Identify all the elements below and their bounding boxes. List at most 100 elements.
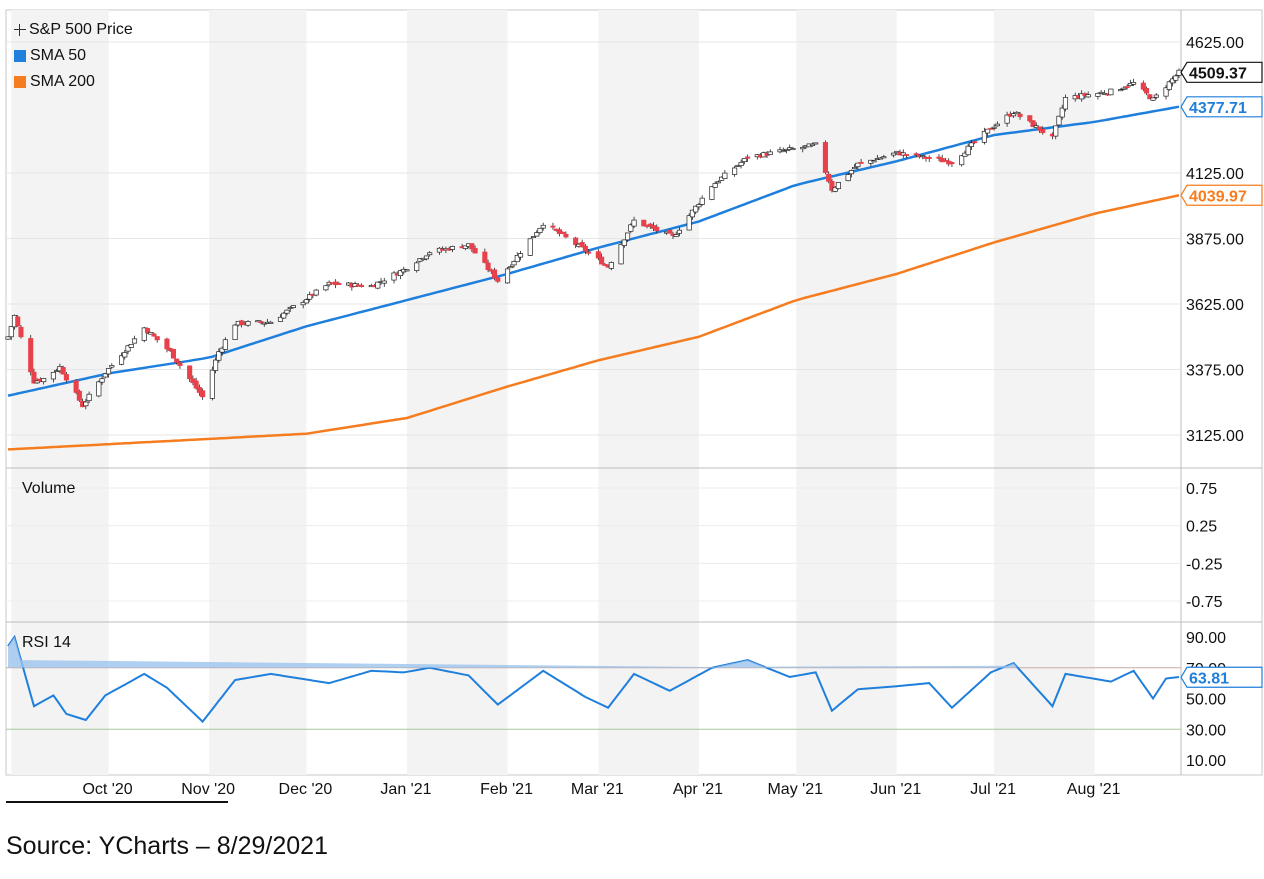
candle-body (625, 232, 631, 241)
candle-body (790, 148, 796, 151)
candle-body (845, 174, 851, 182)
candle-body (60, 367, 66, 375)
candle-body (826, 173, 832, 182)
candle-body (1053, 125, 1059, 137)
candle-body (991, 126, 997, 129)
candle-body (563, 233, 569, 238)
sma50-last-value-frame (1180, 96, 1263, 118)
candle-body (988, 127, 994, 130)
candle-body (1144, 87, 1150, 94)
candle-body (689, 209, 695, 218)
price-last-value: 4509.37 (1189, 65, 1247, 82)
candle-body (621, 239, 627, 246)
stock-chart: 4625.00 4125.00 3875.00 3625.00 3375.00 3125.… (5, 9, 1263, 798)
price-y-tick: 3375.00 (1186, 363, 1244, 380)
candle-body (1173, 75, 1179, 81)
candle-body (170, 348, 176, 359)
volume-panel-title: Volume (22, 480, 76, 497)
candle-body (936, 156, 942, 159)
candle-body (83, 401, 89, 407)
candle-body (745, 156, 751, 159)
price-legend: S&P 500 Price SMA 50 SMA 200 (14, 17, 133, 95)
candle-body (277, 316, 284, 322)
candle-body (654, 226, 660, 231)
candle-body (1147, 94, 1153, 100)
x-tick-label: Aug '21 (1067, 781, 1121, 798)
candle-body (76, 390, 82, 401)
candle-body (913, 153, 919, 156)
candle-body (404, 269, 410, 272)
x-tick-label: Jan '21 (380, 781, 431, 798)
candle-body (102, 373, 108, 378)
candle-body (809, 143, 816, 146)
candle-body (469, 243, 475, 250)
candle-body (602, 263, 608, 266)
legend-item-price[interactable]: S&P 500 Price (14, 17, 133, 43)
volume-y-tick: -0.75 (1186, 594, 1223, 611)
candle-body (537, 227, 543, 234)
candle-body (972, 141, 978, 144)
rsi-y-tick: 90.00 (1186, 630, 1226, 647)
sma200-last-value-frame (1180, 184, 1263, 206)
candle-body (485, 262, 491, 271)
candle-body (686, 215, 692, 231)
legend-item-sma50[interactable]: SMA 50 (14, 43, 133, 69)
candle-body (767, 151, 773, 155)
candle-body (900, 152, 906, 156)
candle-body (219, 347, 225, 353)
candle-body (829, 180, 835, 191)
candle-body (693, 205, 699, 213)
candle-body (423, 255, 429, 260)
candle-body (482, 251, 488, 263)
candle-body (709, 186, 715, 200)
sma50-last-value: 4377.71 (1189, 100, 1247, 117)
candle-body (628, 224, 634, 232)
rsi-y-tick: 30.00 (1186, 722, 1226, 739)
candle-body (699, 197, 705, 205)
candle-body (462, 245, 468, 249)
x-tick-label: May '21 (767, 781, 823, 798)
candle-body (556, 229, 562, 234)
chart-canvas: 4625.00 4125.00 3875.00 3625.00 3375.00 3125.… (5, 9, 1263, 798)
x-tick-label: Apr '21 (673, 781, 723, 798)
price-y-tick: 3625.00 (1186, 297, 1244, 314)
candle-body (641, 219, 647, 227)
candle-body (336, 283, 342, 285)
candle-body (1014, 111, 1020, 115)
candle-body (1150, 97, 1156, 101)
candle-body (213, 359, 219, 371)
candle-body (50, 371, 56, 380)
legend-label-sma200: SMA 200 (30, 73, 95, 90)
candle-body (780, 150, 786, 153)
candle-body (122, 352, 128, 358)
candle-body (174, 358, 180, 363)
candle-body (618, 244, 624, 265)
candle-body (148, 332, 154, 335)
candle-body (508, 266, 514, 269)
candle-body (381, 280, 387, 284)
month-shade (209, 468, 307, 622)
legend-item-sma200[interactable]: SMA 200 (14, 69, 133, 95)
candle-body (1153, 94, 1159, 98)
candle-body (307, 294, 313, 300)
candle-body (196, 387, 202, 393)
candle-body (125, 345, 131, 352)
candle-body (920, 155, 926, 158)
candle-body (303, 299, 309, 304)
candle-body (187, 365, 193, 380)
candle-body (96, 381, 102, 397)
candle-body (673, 234, 679, 237)
candle-body (504, 268, 511, 284)
candle-body (86, 393, 92, 402)
month-shade (994, 468, 1095, 622)
candle-body (1030, 120, 1036, 128)
month-shade (406, 468, 508, 622)
candle-body (41, 378, 47, 383)
candle-body (514, 254, 520, 263)
candle-body (527, 238, 533, 256)
candle-body (676, 229, 683, 234)
candle-body (1163, 87, 1169, 97)
candle-body (128, 343, 134, 348)
candle-body (550, 225, 556, 228)
candle-body (268, 321, 274, 324)
